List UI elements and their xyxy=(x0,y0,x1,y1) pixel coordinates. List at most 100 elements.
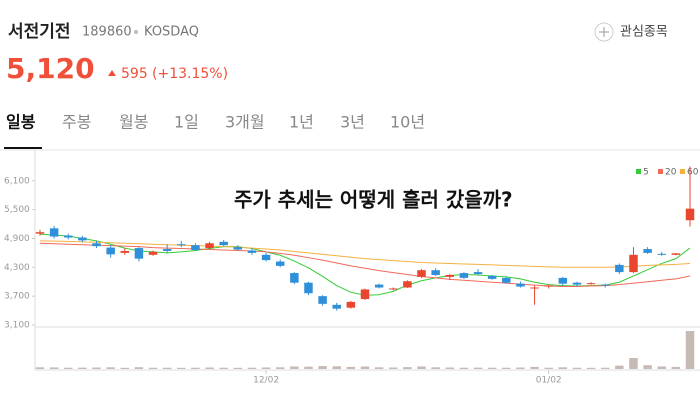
candle-body xyxy=(35,232,45,234)
volume-bar xyxy=(403,367,412,369)
market: KOSDAQ xyxy=(144,25,199,40)
volume-bar xyxy=(530,366,539,369)
candle-body xyxy=(318,296,327,304)
tab[interactable]: 주봉 xyxy=(62,113,91,132)
candle-body xyxy=(64,235,73,238)
candle-body xyxy=(275,261,285,266)
candle-body xyxy=(261,254,271,261)
candle-body xyxy=(615,264,624,273)
volume-bar xyxy=(332,366,341,369)
volume-bar xyxy=(473,367,483,369)
candle-body xyxy=(177,244,186,246)
watch-label[interactable]: 관심종목 xyxy=(620,25,668,40)
volume-bar xyxy=(544,367,553,369)
volume-bar xyxy=(233,367,243,369)
ma-line xyxy=(39,240,691,268)
x-tick-label: 01/02 xyxy=(536,376,562,386)
volume-bar xyxy=(346,366,356,369)
volume-bar xyxy=(374,367,384,369)
volume-bar xyxy=(318,366,327,369)
volume-bar xyxy=(657,366,666,369)
candle-body xyxy=(247,250,257,253)
volume-bar xyxy=(78,367,87,369)
volume-bar xyxy=(304,366,313,369)
candle-body xyxy=(502,277,511,283)
volume-bar xyxy=(92,367,101,369)
volume-bar xyxy=(389,367,398,369)
watch-button[interactable]: 관심종목 xyxy=(594,22,668,42)
volume-bar xyxy=(558,367,568,369)
change: 595 xyxy=(121,66,148,82)
candle-body xyxy=(78,237,87,241)
volume-bar xyxy=(516,367,525,369)
separator xyxy=(134,30,138,34)
tab[interactable]: 3개월 xyxy=(225,113,265,132)
volume-bar xyxy=(35,367,45,369)
candle-body xyxy=(685,208,695,221)
volume-bar xyxy=(191,367,200,369)
volume-bar xyxy=(360,366,370,369)
candle-body xyxy=(643,249,652,253)
candle-body xyxy=(49,228,59,237)
volume-bar xyxy=(487,367,497,369)
volume-bar xyxy=(120,367,130,369)
candle-body xyxy=(572,282,582,285)
legend-label: 20 xyxy=(665,168,677,178)
tab[interactable]: 10년 xyxy=(390,113,425,132)
headline: 주가 추세는 어떻게 흘러 갔을까? xyxy=(234,188,513,212)
candle-body xyxy=(148,251,158,255)
candle-body xyxy=(389,288,398,290)
tab[interactable]: 일봉 xyxy=(6,113,36,132)
candle-body xyxy=(431,270,440,275)
tab[interactable]: 1일 xyxy=(174,113,199,132)
volume-bar xyxy=(502,367,511,369)
volume-bar xyxy=(64,367,73,369)
candle-body xyxy=(205,243,214,249)
price: 5,120 xyxy=(6,52,95,85)
y-tick-label: 3,700 xyxy=(4,292,30,302)
volume-bar xyxy=(134,367,144,369)
candle-body xyxy=(346,301,356,308)
candle-body xyxy=(544,285,553,287)
volume-bar xyxy=(49,367,59,369)
volume-bar xyxy=(261,367,271,369)
volume-bar xyxy=(600,367,610,369)
candle-body xyxy=(417,270,426,277)
volume-bar xyxy=(205,367,214,369)
y-tick-label: 5,500 xyxy=(4,205,30,215)
candle-body xyxy=(459,273,469,278)
candle-body xyxy=(473,272,483,275)
tab[interactable]: 3년 xyxy=(340,113,365,132)
volume-bar xyxy=(162,367,172,369)
y-tick-label: 6,100 xyxy=(4,176,30,186)
legend-label: 60 xyxy=(687,168,699,178)
volume-bar xyxy=(629,358,638,369)
candle-body xyxy=(290,273,299,283)
volume-bar xyxy=(290,366,299,369)
headline-bg xyxy=(230,185,615,215)
candle-body xyxy=(219,241,228,246)
legend-label: 5 xyxy=(643,168,649,178)
volume-bar xyxy=(586,367,596,369)
candle-body xyxy=(332,304,341,309)
y-tick-label: 3,100 xyxy=(4,321,30,331)
up-arrow xyxy=(108,70,116,76)
volume-bar xyxy=(219,367,228,369)
legend-swatch xyxy=(680,169,685,174)
candle-body xyxy=(657,253,666,255)
tab[interactable]: 1년 xyxy=(289,113,314,132)
candle-body xyxy=(671,253,681,255)
volume-bar xyxy=(247,367,257,369)
legend-swatch xyxy=(658,169,663,174)
volume-bar xyxy=(685,331,695,369)
candle-body xyxy=(374,284,384,288)
watch-icon[interactable] xyxy=(594,22,614,42)
volume-bar xyxy=(417,366,426,369)
volume-bar xyxy=(445,367,455,369)
volume-bar xyxy=(572,367,582,369)
candle-body xyxy=(600,284,610,286)
stock-code: 189860 xyxy=(82,25,132,40)
candle-body xyxy=(516,283,525,287)
tab[interactable]: 월봉 xyxy=(119,113,148,132)
